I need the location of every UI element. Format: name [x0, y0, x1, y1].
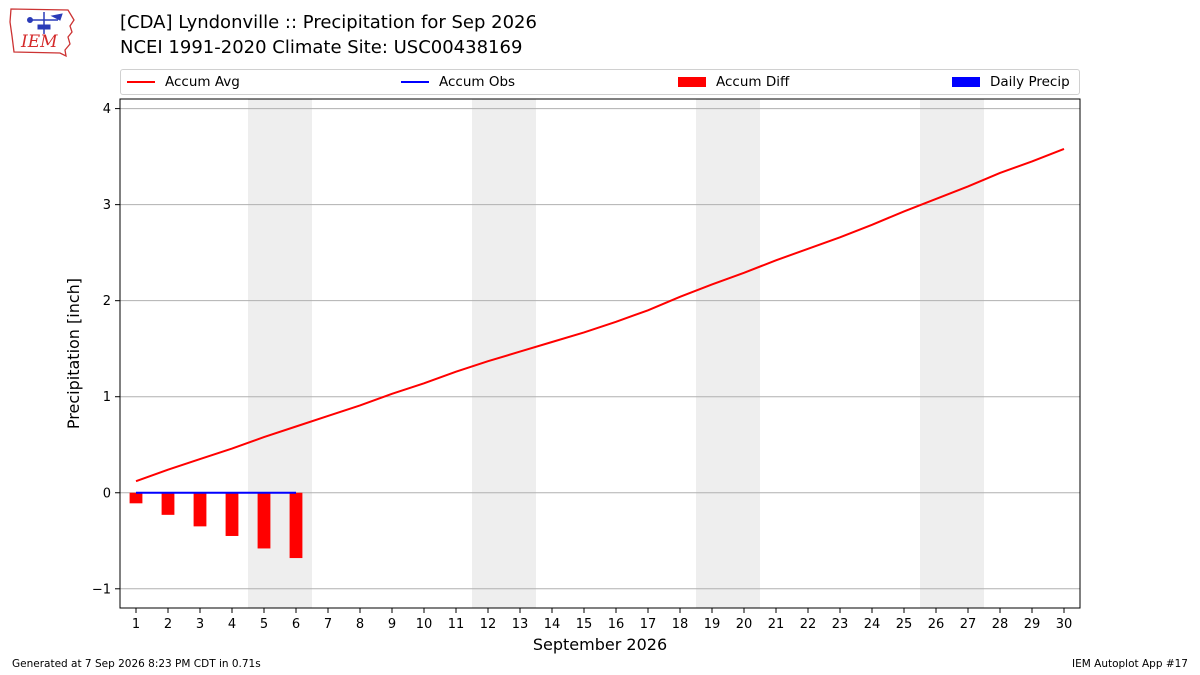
y-tick-label: 3: [103, 198, 111, 213]
x-tick-label: 29: [1024, 617, 1041, 632]
x-tick-label: 3: [196, 617, 204, 632]
y-tick-label: 0: [103, 486, 111, 501]
x-tick-label: 1: [132, 617, 140, 632]
x-tick-label: 22: [800, 617, 817, 632]
x-tick-label: 24: [864, 617, 881, 632]
accum-diff-bar: [129, 492, 143, 504]
x-tick-label: 19: [704, 617, 721, 632]
weekend-band: [696, 99, 760, 608]
plot-area-frame: [119, 98, 1081, 609]
weather-station-icon: [27, 12, 63, 34]
legend-label-accum-diff: Accum Diff: [716, 74, 790, 90]
legend-item-daily-precip: Daily Precip: [952, 70, 1070, 94]
accum-diff-bar: [193, 492, 207, 527]
x-tick-label: 9: [388, 617, 396, 632]
legend-swatch-accum-avg: [127, 81, 155, 83]
x-tick-label: 6: [292, 617, 300, 632]
generated-timestamp: Generated at 7 Sep 2026 8:23 PM CDT in 0…: [12, 658, 261, 670]
weekend-band: [248, 99, 312, 608]
y-tick-label: 4: [103, 102, 111, 117]
x-tick-label: 30: [1056, 617, 1073, 632]
x-tick-label: 17: [640, 617, 657, 632]
weekend-shading: [248, 99, 984, 608]
accum-diff-bar: [257, 492, 271, 549]
legend-swatch-daily-precip: [952, 77, 980, 87]
legend-label-accum-avg: Accum Avg: [165, 74, 240, 90]
x-tick-label: 13: [512, 617, 529, 632]
legend-label-daily-precip: Daily Precip: [990, 74, 1070, 90]
legend-item-accum-avg: Accum Avg: [127, 70, 240, 94]
weekend-band: [920, 99, 984, 608]
chart-legend: Accum Avg Accum Obs Accum Diff Daily Pre…: [120, 69, 1080, 95]
chart-subtitle: NCEI 1991-2020 Climate Site: USC00438169: [120, 37, 523, 58]
grid-lines: [120, 108, 1080, 590]
y-tick-label: 2: [103, 294, 111, 309]
x-tick-label: 16: [608, 617, 625, 632]
x-tick-label: 27: [960, 617, 977, 632]
x-tick-label: 8: [356, 617, 364, 632]
legend-item-accum-obs: Accum Obs: [401, 70, 515, 94]
x-tick-label: 11: [448, 617, 465, 632]
x-tick-label: 18: [672, 617, 689, 632]
x-axis-label: September 2026: [533, 635, 667, 654]
x-tick-label: 7: [324, 617, 332, 632]
logo-text: IEM: [20, 32, 58, 52]
x-tick-label: 2: [164, 617, 172, 632]
x-tick-label: 26: [928, 617, 945, 632]
iem-logo: IEM: [9, 8, 75, 58]
x-tick-label: 21: [768, 617, 785, 632]
series-lines: [135, 147, 1065, 494]
x-tick-label: 10: [416, 617, 433, 632]
legend-swatch-accum-obs: [401, 81, 429, 83]
legend-label-accum-obs: Accum Obs: [439, 74, 516, 90]
x-tick-label: 14: [544, 617, 561, 632]
app-credit: IEM Autoplot App #17: [1072, 658, 1188, 670]
accum-diff-bar: [225, 492, 239, 536]
y-axis-label: Precipitation [inch]: [64, 278, 83, 429]
x-tick-label: 5: [260, 617, 268, 632]
y-tick-label: 1: [103, 390, 111, 405]
x-tick-label: 25: [896, 617, 913, 632]
accum-diff-bar: [289, 492, 303, 559]
accum-diff-bar: [161, 492, 175, 515]
x-tick-label: 23: [832, 617, 849, 632]
legend-item-accum-diff: Accum Diff: [678, 70, 789, 94]
y-tick-label: −1: [92, 582, 111, 597]
weekend-band: [472, 99, 536, 608]
x-tick-label: 4: [228, 617, 236, 632]
x-tick-label: 20: [736, 617, 753, 632]
chart-title: [CDA] Lyndonville :: Precipitation for S…: [120, 12, 537, 33]
x-tick-label: 15: [576, 617, 593, 632]
x-tick-label: 28: [992, 617, 1009, 632]
x-tick-label: 12: [480, 617, 497, 632]
legend-swatch-accum-diff: [678, 77, 706, 87]
accum-avg-line: [135, 147, 1065, 483]
accum-diff-bars: [129, 492, 303, 559]
